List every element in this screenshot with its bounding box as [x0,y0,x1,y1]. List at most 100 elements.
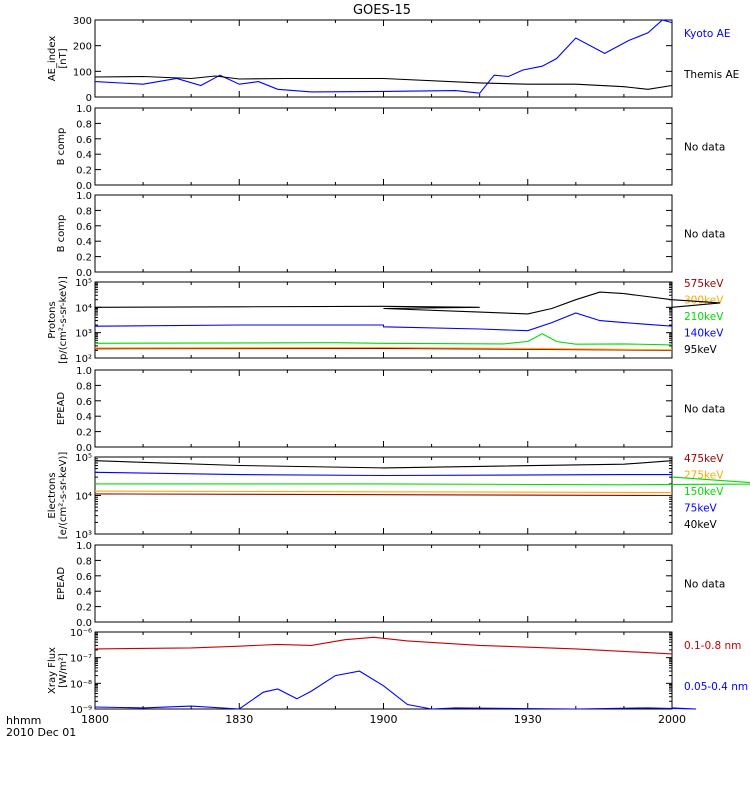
y-tick-label: 0.2 [76,603,92,614]
series-line [94,636,673,655]
y-tick-label: 0.4 [76,150,92,161]
series-line [94,471,672,477]
panel-4: 10² 10³ 10⁴ 10⁵ Protons [p/(cm²-s-sr-keV)] 575… [47,276,724,365]
series-line [94,19,673,94]
y-tick-label: 10⁴ [75,303,92,314]
legend-label: 0.05-0.4 nm [684,681,748,693]
y-tick-label: 10⁴ [75,492,92,503]
no-data-label: No data [684,229,725,241]
y-tick-label: 0.2 [76,428,92,439]
y-tick-label: 10⁵ [75,453,92,464]
series-line [94,291,721,315]
no-data-label: No data [684,579,725,591]
footer-hhmm: hhmm [6,714,41,727]
legend-label: 210keV [684,311,724,323]
y-tick-label: 0.6 [76,222,92,233]
panel-frame [94,107,673,186]
series-line [94,493,673,497]
y-tick-label: 10⁻⁸ [70,679,92,690]
y-tick-label: 0 [86,93,92,104]
y-tick-label: 0.2 [76,253,92,264]
panel-frame [94,281,673,359]
y-tick-label: 0.6 [76,135,92,146]
y-tick-label: 1.0 [76,366,92,377]
y-tick-label: 0.0 [76,181,92,192]
y-tick-label: 1.0 [76,104,92,115]
y-tick-label: 200 [73,42,92,53]
no-data-label: No data [684,142,725,154]
x-tick-label: 1830 [225,713,253,726]
series-line [95,476,750,486]
y-tick-label: 10³ [75,329,92,340]
y-tick-label: 1.0 [76,191,92,202]
series-line [94,312,673,332]
panel-frame [94,369,673,448]
y-tick-label: 0.2 [76,166,92,177]
legend-label: Kyoto AE [684,28,730,40]
series-line [94,333,673,346]
y-tick-label: 100 [73,67,92,78]
y-tick-label: 10⁻⁷ [70,654,92,665]
y-tick-label: 0.0 [76,268,92,279]
panel-2: 0.0 0.2 0.4 0.6 0.8 1.0 B comp No data [56,104,725,192]
y-tick-label: 10⁵ [75,278,92,289]
panel-8: 10⁻⁹ 10⁻⁸ 10⁻⁷ 10⁻⁶ Xray Flux [W/m²] 0.1-0.8 n… [47,628,748,726]
y-tick-label: 300 [73,16,92,27]
y-axis-label: [nT] [58,48,69,68]
y-tick-label: 10⁻⁹ [70,705,92,716]
y-axis-label: Electrons [47,472,58,518]
y-tick-label: 10² [75,354,92,365]
y-axis-label: Protons [47,301,58,338]
legend-label: 75keV [684,503,718,515]
panel-3: 0.0 0.2 0.4 0.6 0.8 1.0 B comp No data [56,191,725,279]
panel-6: 10³ 10⁴ 10⁵ Electrons [e/(cm²-s-sr-keV)] 475k… [47,452,750,541]
legend-label: 150keV [684,486,724,498]
x-tick-label: 2000 [658,713,686,726]
legend-label: 475keV [684,453,724,465]
y-tick-label: 0.6 [76,572,92,583]
y-axis-label: EPEAD [56,567,67,601]
panel-frame [94,194,673,273]
panel-5: 0.0 0.2 0.4 0.6 0.8 1.0 EPEAD No data [56,366,725,454]
legend-label: Themis AE [683,69,739,81]
y-tick-label: 0.4 [76,587,92,598]
series-line [94,670,697,710]
y-tick-label: 0.8 [76,381,92,392]
legend-label: 95keV [684,344,718,356]
series-line [94,490,673,494]
y-tick-label: 0.8 [76,206,92,217]
panel-frame [94,631,673,710]
y-axis-label: B comp [56,128,67,166]
footer-date: 2010 Dec 01 [6,726,76,739]
panel-frame [94,19,673,98]
y-tick-label: 0.8 [76,556,92,567]
y-tick-label: 0.6 [76,397,92,408]
y-tick-label: 10³ [75,530,92,541]
y-tick-label: 0.0 [76,443,92,454]
panel-frame [94,544,673,623]
legend-label: 140keV [684,328,724,340]
no-data-label: No data [684,404,725,416]
legend-label: 575keV [684,278,724,290]
y-axis-label: [e/(cm²-s-sr-keV)] [58,452,69,540]
legend-label: 40keV [684,519,718,531]
plot-title: GOES-15 [353,3,411,18]
y-tick-label: 1.0 [76,541,92,552]
y-tick-label: 10⁻⁶ [70,628,92,639]
y-axis-label: EPEAD [56,392,67,426]
series-line [94,75,673,90]
x-tick-label: 1930 [514,713,542,726]
series-line [94,460,673,469]
y-tick-label: 0.0 [76,618,92,629]
x-tick-label: 1800 [81,713,109,726]
x-tick-label: 1900 [370,713,398,726]
y-tick-label: 0.4 [76,237,92,248]
y-tick-label: 0.4 [76,412,92,423]
panel-7: 0.0 0.2 0.4 0.6 0.8 1.0 EPEAD No data [56,541,725,629]
y-axis-label: AE_index [47,36,58,82]
panel-1: 0 100 200 300 AE_index [nT] Kyoto AE Themis AE [47,16,739,104]
y-axis-label: [W/m²] [58,653,69,688]
series-line [94,347,673,351]
